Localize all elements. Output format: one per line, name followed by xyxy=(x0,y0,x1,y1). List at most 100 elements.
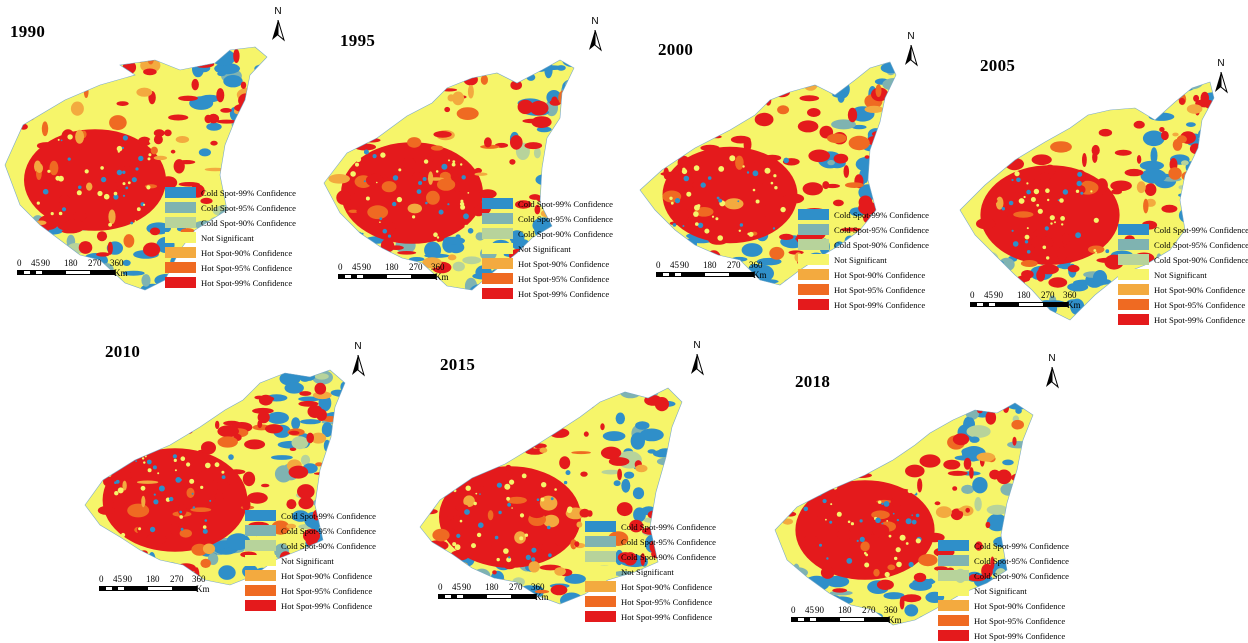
north-label: N xyxy=(591,16,599,27)
hot-spot-patch xyxy=(782,484,796,498)
cold-spot-patch xyxy=(214,63,241,75)
hot-spot-patch xyxy=(197,470,214,485)
hot-spot-patch xyxy=(528,561,540,573)
cold-spot-patch xyxy=(967,453,979,462)
speckle xyxy=(896,518,900,522)
speckle xyxy=(130,221,134,225)
cold-spot-patch xyxy=(671,479,682,485)
speckle xyxy=(1080,191,1084,195)
speckle xyxy=(563,551,566,554)
cold-spot-patch xyxy=(759,306,784,312)
scale-unit: Km xyxy=(888,615,902,625)
legend-swatch xyxy=(798,284,829,295)
hot-spot-patch xyxy=(983,86,991,98)
hot-spot-patch xyxy=(336,190,351,205)
hot-spot-patch xyxy=(138,136,151,147)
legend-label: Cold Spot-90% Confidence xyxy=(518,228,613,239)
speckle xyxy=(494,535,499,540)
scale-bar: 0 45 90 180 270 360 Km xyxy=(17,258,132,282)
north-label: N xyxy=(354,341,362,352)
cold-spot-patch xyxy=(271,455,293,460)
speckle xyxy=(1093,249,1097,252)
hot-spot-patch xyxy=(109,115,127,131)
hot-spot-patch xyxy=(170,523,180,536)
speckle xyxy=(1095,251,1098,254)
legend-item: Cold Spot-99% Confidence xyxy=(1118,222,1248,237)
hot-spot-patch xyxy=(136,480,159,484)
speckle xyxy=(363,180,366,183)
hot-spot-patch xyxy=(123,234,135,248)
speckle xyxy=(682,149,685,153)
speckle xyxy=(108,222,112,227)
hot-spot-patch xyxy=(872,524,890,537)
hot-spot-patch xyxy=(952,433,970,446)
hot-spot-patch xyxy=(550,584,568,596)
hot-spot-patch xyxy=(965,507,970,513)
legend-label: Hot Spot-99% Confidence xyxy=(1154,314,1246,325)
speckle xyxy=(36,201,40,205)
hot-spot-patch xyxy=(1098,128,1113,137)
hot-spot-patch xyxy=(697,113,706,123)
speckle xyxy=(412,215,416,219)
hot-spot-patch xyxy=(659,131,682,136)
scale-tick-label: 360 xyxy=(192,574,206,584)
cold-spot-patch xyxy=(1033,433,1043,444)
hot-spot-patch xyxy=(376,110,396,118)
speckle xyxy=(531,547,537,553)
speckle xyxy=(448,159,450,162)
cold-spot-patch xyxy=(992,314,1015,320)
north-label: N xyxy=(274,6,282,17)
cold-spot-patch xyxy=(1066,299,1082,307)
hot-spot-patch xyxy=(444,106,451,113)
cold-spot-patch xyxy=(240,137,251,144)
hot-spot-patch xyxy=(44,63,55,69)
scale-tick-label: 0 xyxy=(791,605,796,615)
legend-item: Cold Spot-95% Confidence xyxy=(938,553,1069,568)
hot-spot-patch xyxy=(240,81,247,89)
speckle xyxy=(131,177,137,183)
hot-spot-patch xyxy=(438,76,444,83)
hot-spot-patch xyxy=(180,394,198,406)
hot-spot-patch xyxy=(450,550,470,561)
hot-spot-patch xyxy=(127,503,150,518)
hot-spot-patch xyxy=(647,510,660,519)
speckle xyxy=(382,228,388,234)
legend-item: Cold Spot-95% Confidence xyxy=(585,534,716,549)
hot-spot-patch xyxy=(919,454,941,468)
cold-spot-patch xyxy=(305,363,315,369)
speckle xyxy=(1046,256,1050,260)
hot-spot-patch xyxy=(685,70,698,81)
hot-spot-patch xyxy=(558,90,570,106)
legend-item: Cold Spot-99% Confidence xyxy=(165,185,296,200)
hot-spot-patch xyxy=(976,218,996,230)
speckle xyxy=(135,460,137,462)
scale-bar: 0 45 90 180 270 360 Km xyxy=(970,290,1085,314)
cold-spot-patch xyxy=(874,633,889,640)
hot-spot-patch xyxy=(553,158,574,167)
hot-spot-patch xyxy=(1027,178,1037,190)
hot-spot-patch xyxy=(782,518,793,525)
hot-spot-patch xyxy=(177,504,187,517)
hot-spot-patch xyxy=(477,464,490,476)
speckle xyxy=(460,163,463,166)
cold-spot-patch xyxy=(981,251,999,265)
legend-label: Hot Spot-95% Confidence xyxy=(518,273,610,284)
cold-spot-patch xyxy=(918,632,936,641)
hot-spot-patch xyxy=(200,197,213,204)
scale-tick-label: 270 xyxy=(409,262,423,272)
hot-spot-patch xyxy=(952,486,958,491)
cold-spot-patch xyxy=(237,159,264,177)
scale-bar-graphic xyxy=(970,302,1068,307)
hot-spot-patch xyxy=(350,122,371,130)
map-year-label: 2000 xyxy=(658,40,694,59)
speckle xyxy=(205,462,211,469)
cold-spot-patch xyxy=(1178,185,1185,190)
legend-item: Not Significant xyxy=(1118,267,1248,282)
hot-spot-patch xyxy=(534,589,550,594)
speckle xyxy=(141,457,145,460)
speckle xyxy=(507,502,511,507)
hot-spot-patch xyxy=(179,529,192,538)
hot-spot-patch xyxy=(1178,97,1186,105)
cold-spot-patch xyxy=(1084,301,1106,317)
hot-spot-patch xyxy=(61,229,79,234)
